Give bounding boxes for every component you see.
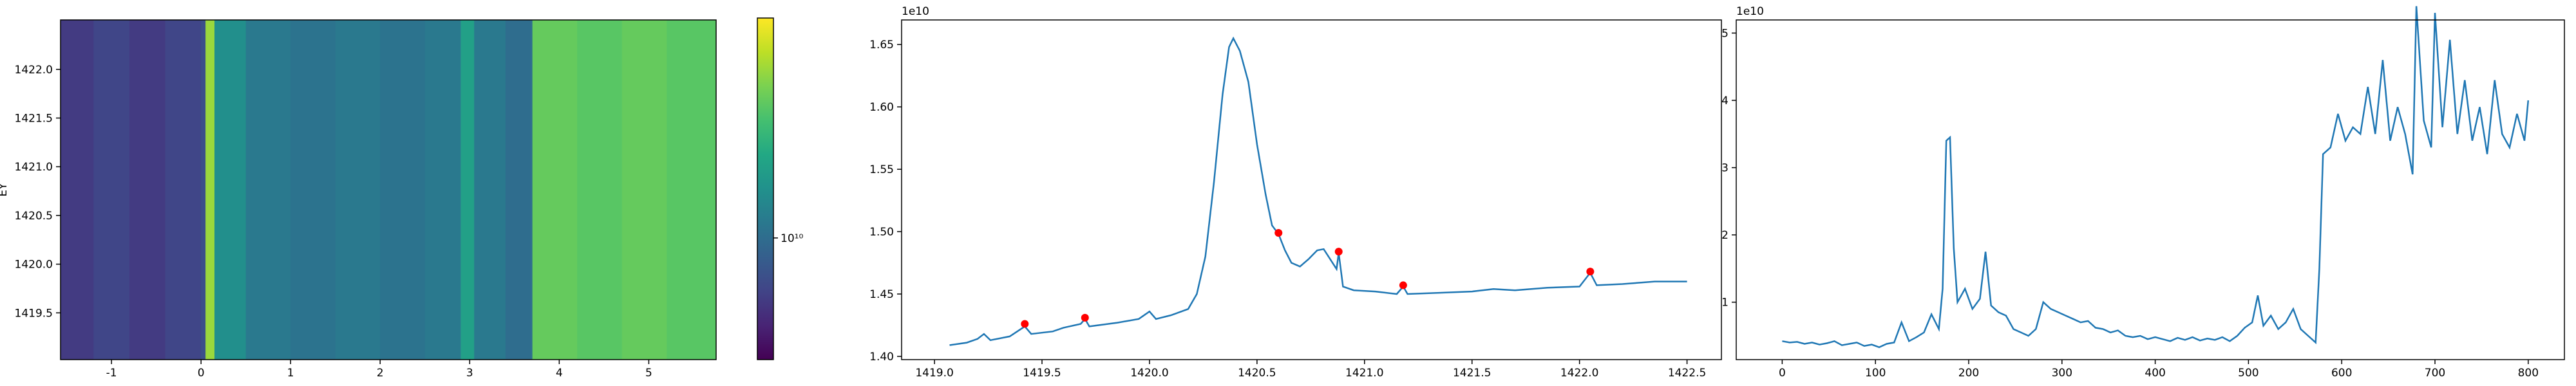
- heatmap-cell: [61, 20, 94, 360]
- y-tick-label: 1419.5: [15, 307, 53, 320]
- heatmap-cell: [245, 20, 291, 360]
- x-tick-label: 200: [1958, 367, 1979, 380]
- heatmap-cell: [667, 20, 717, 360]
- frame: [901, 19, 1722, 360]
- offset-label: 1e10: [1736, 5, 1764, 18]
- heatmap-cell: [505, 20, 533, 360]
- y-tick-label: 1.45: [869, 288, 894, 301]
- heatmap-cell: [214, 20, 247, 360]
- y-tick-label: 1421.5: [15, 112, 53, 125]
- heatmap-cell: [165, 20, 202, 360]
- x-tick-label: 500: [2238, 367, 2259, 380]
- heatmap-cell: [201, 20, 206, 360]
- x-tick-label: 800: [2518, 367, 2539, 380]
- heatmap-cell: [205, 20, 215, 360]
- y-tick-label: 1.40: [869, 351, 894, 363]
- x-tick-label: 1: [287, 367, 294, 380]
- y-tick-label: 1: [1721, 297, 1728, 309]
- y-tick-label: 1.55: [869, 163, 894, 176]
- y-tick-label: 3: [1721, 162, 1728, 175]
- x-tick-label: 4: [556, 367, 563, 380]
- peak-marker: [1399, 281, 1407, 290]
- data-line: [949, 36, 1687, 346]
- x-tick-label: 1422.0: [1560, 367, 1598, 380]
- y-tick-label: 4: [1721, 95, 1728, 107]
- x-tick-label: 600: [2331, 367, 2352, 380]
- heatmap-cell: [532, 20, 578, 360]
- heatmap-cell: [129, 20, 166, 360]
- x-tick-label: 3: [466, 367, 473, 380]
- x-tick-label: 1419.0: [915, 367, 953, 380]
- heatmap-cell: [474, 20, 506, 360]
- x-tick-label: 1420.5: [1238, 367, 1276, 380]
- x-tick-label: 5: [645, 367, 652, 380]
- data-line: [1782, 6, 2530, 349]
- x-tick-label: 100: [1865, 367, 1886, 380]
- y-tick-label: 1420.5: [15, 210, 53, 223]
- peak-marker: [1274, 228, 1283, 237]
- x-tick-label: 0: [198, 367, 205, 380]
- peak-marker: [1081, 313, 1089, 322]
- y-tick-label: 1422.0: [15, 64, 53, 77]
- colorbar: [757, 17, 774, 360]
- heatmap-cell: [335, 20, 381, 360]
- y-tick-label: 1421.0: [15, 161, 53, 174]
- y-axis-label: EY: [0, 183, 10, 197]
- x-tick-label: 2: [377, 367, 384, 380]
- frame: [1736, 19, 2565, 360]
- heatmap-cell: [460, 20, 475, 360]
- x-tick-label: 1421.5: [1453, 367, 1491, 380]
- heatmap-cell: [621, 20, 667, 360]
- heatmap-cell: [577, 20, 623, 360]
- colorbar-tick-label: 10¹⁰: [781, 232, 803, 245]
- x-tick-label: 400: [2145, 367, 2165, 380]
- x-tick-label: 300: [2052, 367, 2072, 380]
- x-tick-label: 700: [2425, 367, 2445, 380]
- y-tick-label: 1.65: [869, 39, 894, 51]
- frame: [60, 19, 717, 360]
- y-tick-label: 1.60: [869, 101, 894, 114]
- x-tick-label: -1: [106, 367, 117, 380]
- offset-label: 1e10: [902, 5, 929, 18]
- x-tick-label: 1421.0: [1345, 367, 1383, 380]
- heatmap-cell: [290, 20, 336, 360]
- x-tick-label: 1422.5: [1668, 367, 1706, 380]
- heatmap-cell: [424, 20, 461, 360]
- y-tick-label: 1.50: [869, 226, 894, 239]
- heatmap-cell: [93, 20, 130, 360]
- peak-marker: [1334, 248, 1343, 256]
- peak-marker: [1586, 268, 1595, 276]
- heatmap-cell: [380, 20, 426, 360]
- x-tick-label: 0: [1779, 367, 1786, 380]
- y-tick-label: 5: [1721, 27, 1728, 40]
- x-tick-label: 1420.0: [1130, 367, 1168, 380]
- y-tick-label: 2: [1721, 229, 1728, 242]
- x-tick-label: 1419.5: [1023, 367, 1061, 380]
- peak-marker: [1021, 320, 1029, 328]
- y-tick-label: 1420.0: [15, 259, 53, 271]
